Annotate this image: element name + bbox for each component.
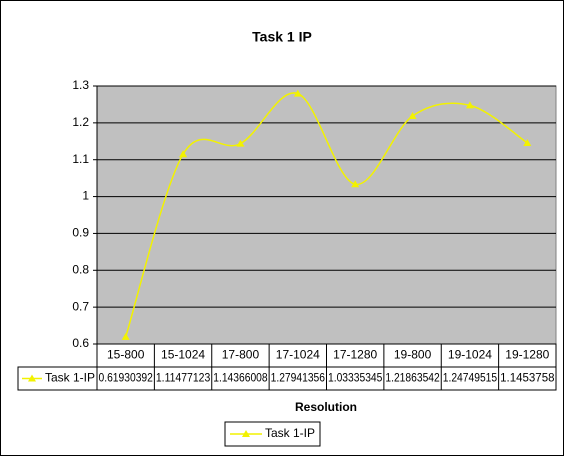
marker bbox=[236, 139, 245, 147]
y-tick-label: 0.9 bbox=[72, 226, 89, 240]
y-tick-label: 0.8 bbox=[72, 262, 89, 276]
marker bbox=[351, 180, 360, 188]
chart-title: Task 1 IP bbox=[252, 29, 312, 45]
legend-marker bbox=[242, 430, 250, 437]
marker bbox=[293, 89, 302, 97]
y-tick-label: 1 bbox=[82, 189, 89, 203]
data-table-value: 0.61930392 bbox=[99, 371, 154, 385]
x-tick-label: 19-1024 bbox=[448, 348, 492, 362]
y-tick-label: 0.7 bbox=[72, 299, 89, 313]
data-table-key-marker bbox=[28, 374, 36, 382]
marker bbox=[121, 332, 130, 340]
plot-area bbox=[96, 85, 557, 345]
data-table-values bbox=[17, 366, 557, 391]
x-axis-title: Resolution bbox=[295, 400, 357, 414]
x-tick-label: 17-1024 bbox=[276, 348, 320, 362]
data-table-series-name: Task 1-IP bbox=[45, 371, 95, 385]
y-tick-label: 1.3 bbox=[72, 78, 89, 92]
legend-label: Task 1-IP bbox=[265, 426, 315, 440]
x-tick-label: 19-1280 bbox=[505, 348, 549, 362]
marker bbox=[179, 150, 188, 158]
data-table-value: 1.24749515 bbox=[443, 371, 498, 385]
data-table-value: 1.27941356 bbox=[271, 371, 326, 385]
x-tick-label: 17-800 bbox=[222, 348, 260, 362]
data-table-value: 1.21863542 bbox=[385, 371, 440, 385]
y-tick-label: 1.1 bbox=[72, 152, 89, 166]
data-table-value: 1.03335345 bbox=[328, 371, 383, 385]
x-tick-label: 15-800 bbox=[107, 348, 145, 362]
x-tick-label: 19-800 bbox=[394, 348, 432, 362]
marker bbox=[408, 111, 417, 119]
y-tick-label: 1.2 bbox=[72, 115, 89, 129]
x-tick-label: 15-1024 bbox=[161, 348, 205, 362]
x-tick-label: 17-1280 bbox=[333, 348, 377, 362]
data-table-value: 1.1453758 bbox=[500, 371, 555, 385]
marker bbox=[465, 101, 474, 109]
data-table-value: 1.11477123 bbox=[156, 371, 211, 385]
y-tick-label: 0.6 bbox=[72, 336, 89, 350]
marker bbox=[523, 138, 532, 146]
data-table-value: 1.14366008 bbox=[213, 371, 268, 385]
